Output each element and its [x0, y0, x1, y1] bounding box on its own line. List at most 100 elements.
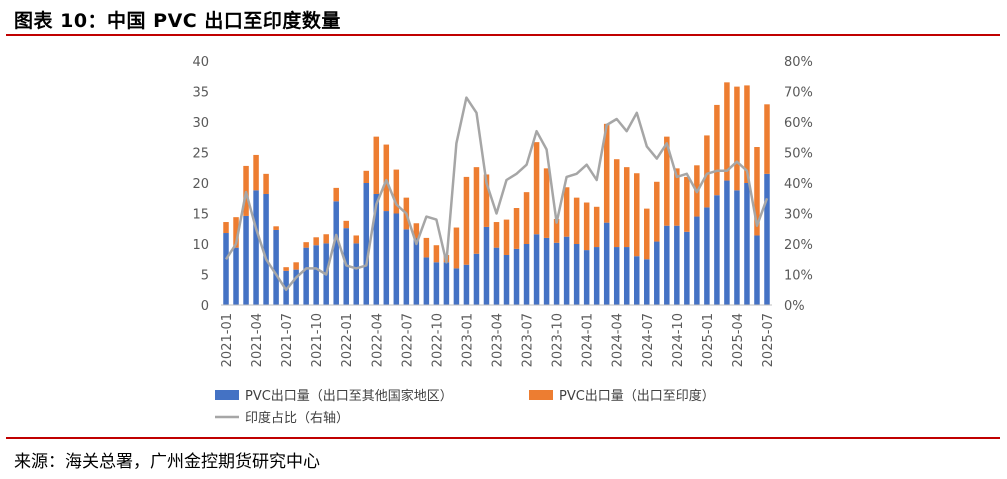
- y-right-tick-label: 30%: [784, 208, 813, 223]
- bar-other: [553, 242, 560, 305]
- bar-india: [674, 168, 680, 226]
- bar-other: [623, 247, 630, 305]
- bar-other: [674, 225, 680, 305]
- bar-india: [463, 176, 470, 265]
- bar-other: [443, 262, 450, 305]
- bar-other: [233, 247, 239, 305]
- bar-other: [413, 238, 420, 305]
- bar-other: [684, 231, 690, 305]
- bar-other: [303, 247, 309, 305]
- bar-other: [563, 236, 570, 305]
- x-tick-label: 2025-07: [761, 313, 776, 367]
- bar-other: [543, 237, 550, 305]
- share-line: [224, 96, 769, 292]
- y-right-tick-label: 80%: [784, 55, 813, 70]
- x-tick-label: 2021-10: [310, 313, 325, 367]
- bar-india: [684, 176, 690, 232]
- bar-other: [403, 229, 410, 305]
- x-tick-label: 2025-04: [731, 313, 746, 367]
- bar-other: [373, 193, 380, 305]
- bar-india: [333, 187, 339, 202]
- bar-india: [744, 85, 750, 183]
- line-series: [224, 96, 769, 292]
- bar-india: [283, 267, 289, 271]
- x-tick-label: 2023-10: [551, 313, 566, 367]
- bar-india: [523, 192, 530, 244]
- bar-other: [503, 254, 510, 305]
- y-right-tick-label: 20%: [784, 238, 813, 253]
- bar-other: [353, 243, 360, 305]
- bar-other: [734, 190, 740, 305]
- bar-other: [393, 213, 400, 305]
- bar-india: [593, 206, 600, 248]
- bar-other: [764, 173, 770, 305]
- bar-india: [764, 104, 770, 174]
- bar-other: [513, 248, 520, 305]
- bar-other: [533, 234, 540, 305]
- bar-india: [623, 167, 630, 248]
- bar-india: [233, 217, 239, 248]
- y-left-tick-label: 30: [192, 116, 209, 131]
- bar-other: [613, 247, 620, 305]
- x-tick-label: 2024-01: [581, 313, 596, 367]
- y-left-tick-label: 20: [192, 177, 209, 192]
- bar-india: [493, 222, 500, 248]
- bar-other: [263, 193, 269, 305]
- bar-india: [413, 223, 420, 239]
- bar-india: [223, 222, 229, 234]
- y-right-tick-label: 40%: [784, 177, 813, 192]
- bar-other: [493, 247, 500, 305]
- bar-india: [363, 170, 370, 183]
- bar-india: [263, 173, 269, 194]
- bar-india: [323, 234, 329, 244]
- bar-india: [253, 154, 259, 191]
- bar-other: [694, 216, 700, 305]
- y-right-axis: 0% 10% 20% 30% 40% 50% 60% 70% 80%: [784, 55, 813, 314]
- x-tick-label: 2022-10: [430, 313, 445, 367]
- bar-other: [293, 269, 299, 305]
- bar-other: [603, 222, 610, 305]
- x-tick-label: 2024-04: [611, 313, 626, 367]
- bar-india: [423, 237, 430, 258]
- y-right-tick-label: 10%: [784, 269, 813, 284]
- bar-india: [513, 208, 520, 249]
- bar-india: [654, 181, 660, 242]
- bar-other: [383, 211, 390, 305]
- bar-india: [543, 168, 550, 238]
- bar-india: [583, 202, 590, 251]
- bar-india: [503, 219, 510, 255]
- bar-other: [573, 244, 580, 305]
- bar-other: [453, 268, 460, 305]
- bar-india: [633, 173, 640, 257]
- title-divider: [6, 34, 1000, 36]
- bar-other: [523, 244, 530, 305]
- bar-india: [293, 262, 299, 270]
- bar-india: [644, 208, 650, 260]
- bar-other: [473, 253, 480, 305]
- bar-india: [353, 235, 360, 244]
- bar-other: [664, 225, 670, 305]
- legend-label-india: PVC出口量（出口至印度）: [559, 388, 715, 404]
- bar-other: [313, 245, 319, 305]
- export-chart: 0 5 10 15 20 25 30 35 40 0% 10% 20% 30% 40% 50% 60% 70%…: [192, 55, 813, 426]
- x-tick-label: 2023-04: [491, 313, 506, 367]
- bar-other: [333, 201, 339, 305]
- y-left-tick-label: 5: [201, 269, 209, 284]
- y-left-tick-label: 40: [192, 55, 209, 70]
- source-divider: [6, 437, 1000, 439]
- bar-india: [383, 144, 390, 212]
- bar-other: [433, 262, 440, 305]
- bar-other: [243, 215, 249, 305]
- legend-swatch-india: [529, 390, 553, 400]
- bar-india: [573, 197, 580, 244]
- bar-series: [223, 82, 770, 305]
- bar-india: [714, 104, 720, 196]
- bar-india: [664, 136, 670, 226]
- x-tick-label: 2024-07: [641, 313, 656, 367]
- x-tick-label: 2023-01: [460, 313, 475, 367]
- bar-other: [724, 180, 730, 305]
- y-right-tick-label: 60%: [784, 116, 813, 131]
- x-tick-label: 2021-07: [280, 313, 295, 367]
- bar-other: [744, 183, 750, 305]
- bar-other: [714, 195, 720, 305]
